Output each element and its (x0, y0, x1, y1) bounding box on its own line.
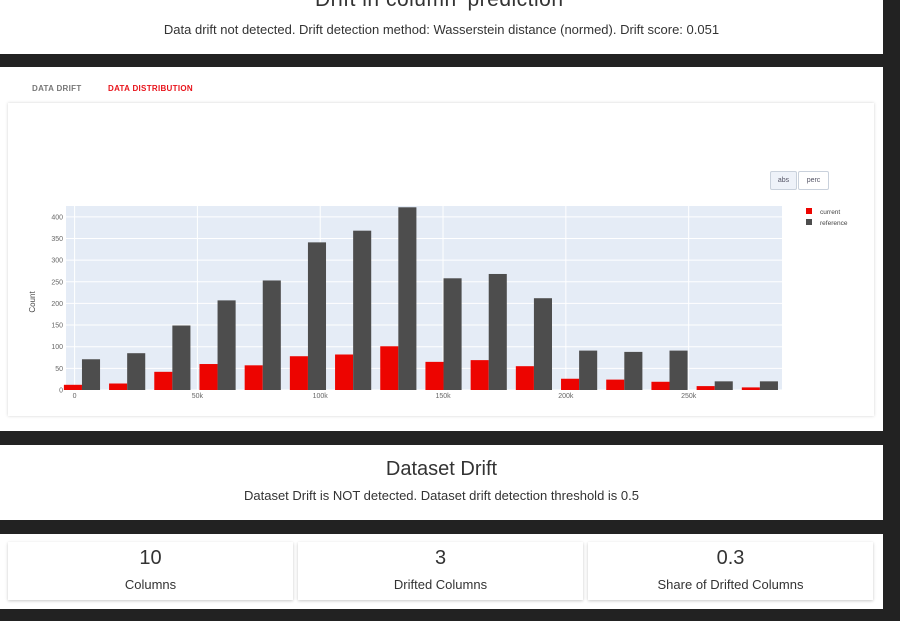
chart-card: abs perc 0 50 100 150 200 250 300 350 400 0 50k 100… (8, 103, 874, 416)
bar-reference (624, 351, 643, 390)
y-tick-label: 400 (51, 214, 63, 221)
y-axis-label: Count (28, 291, 37, 313)
legend-swatch-current (806, 208, 812, 214)
bar-current (651, 381, 670, 390)
bar-reference (579, 350, 598, 390)
y-tick-label: 300 (51, 258, 63, 265)
x-tick-label: 100k (313, 393, 329, 400)
bar-current (561, 378, 580, 390)
bar-current (515, 366, 534, 390)
y-tick-label: 350 (51, 236, 63, 243)
x-tick-label: 150k (435, 393, 451, 400)
bar-current (606, 379, 625, 390)
bar-reference (443, 278, 462, 390)
bar-current (244, 365, 263, 390)
bar-current (741, 387, 760, 390)
bar-current (109, 383, 128, 390)
bar-reference (81, 359, 101, 390)
x-tick-label: 50k (192, 393, 204, 400)
bar-current (289, 356, 308, 390)
dataset-drift-title: Dataset Drift (385, 458, 498, 480)
bar-reference (714, 381, 733, 390)
bar-current (470, 360, 489, 390)
bar-reference (353, 230, 372, 390)
column-drift-panel: Drift in column 'prediction' Data drift … (0, 0, 883, 54)
bar-reference (262, 280, 281, 390)
bar-current (425, 361, 444, 390)
column-drift-summary: Data drift not detected. Drift detection… (163, 22, 720, 37)
y-tick-label: 250 (51, 279, 63, 286)
metric-label: Share of Drifted Columns (657, 577, 804, 592)
legend-label-current: current (820, 209, 840, 216)
abs-button[interactable]: abs (770, 171, 797, 190)
metric-card-columns: 10 Columns (8, 542, 293, 600)
bar-reference (669, 350, 688, 390)
metric-label: Columns (124, 577, 177, 592)
bar-current (696, 386, 715, 390)
bar-current (380, 346, 399, 390)
dataset-drift-summary: Dataset Drift is NOT detected. Dataset d… (243, 488, 639, 503)
bar-current (335, 354, 354, 390)
bar-reference (398, 207, 417, 390)
metric-value: 0.3 (716, 547, 745, 569)
metric-label: Drifted Columns (393, 577, 488, 592)
data-distribution-panel: DATA DRIFT DATA DISTRIBUTION abs perc 0 5… (0, 67, 883, 431)
x-tick-label: 0 (73, 393, 77, 400)
y-tick-label: 200 (51, 301, 63, 308)
column-drift-title: Drift in column 'prediction' (0, 0, 883, 12)
y-tick-label: 0 (59, 388, 63, 395)
distribution-chart: 0 50 100 150 200 250 300 350 400 0 50k 100k 150k 200k… (28, 206, 848, 400)
bar-current (154, 371, 173, 390)
y-tick-label: 150 (51, 323, 63, 330)
dataset-drift-panel: Dataset Drift Dataset Drift is NOT detec… (0, 445, 883, 520)
metric-card-share-drifted: 0.3 Share of Drifted Columns (588, 542, 873, 600)
y-tick-label: 50 (55, 366, 63, 373)
metric-card-drifted-columns: 3 Drifted Columns (298, 542, 583, 600)
metric-value: 3 (434, 547, 447, 569)
bar-reference (533, 298, 552, 390)
bar-reference (217, 300, 236, 390)
legend-label-reference: reference (820, 220, 848, 227)
metric-value: 10 (139, 547, 162, 569)
bar-reference (488, 273, 507, 390)
bar-reference (307, 242, 327, 390)
x-tick-label: 250k (681, 393, 697, 400)
y-tick-label: 100 (51, 344, 63, 351)
x-tick-label: 200k (558, 393, 574, 400)
metrics-panel: 10 Columns 3 Drifted Columns 0.3 Share o… (0, 534, 883, 609)
tab-data-drift[interactable]: DATA DRIFT (32, 84, 82, 93)
perc-button[interactable]: perc (798, 171, 829, 190)
bar-reference (759, 381, 778, 390)
legend-swatch-reference (806, 219, 812, 225)
bar-reference (127, 353, 146, 390)
bar-reference (172, 325, 191, 390)
bar-current (199, 364, 218, 390)
bar-current (63, 384, 82, 390)
tab-data-distribution[interactable]: DATA DISTRIBUTION (101, 84, 200, 105)
